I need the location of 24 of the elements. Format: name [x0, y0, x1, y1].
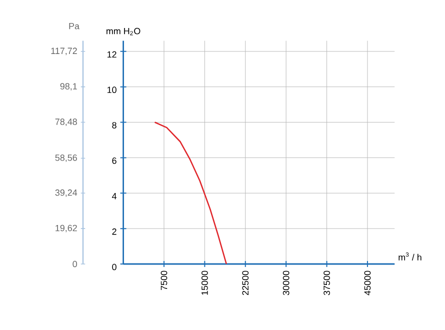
y-tick-label: 12 — [107, 51, 116, 58]
y-tick-label: 0 — [112, 264, 116, 270]
x-tick-label: 37500 — [324, 270, 330, 296]
y2-axis-title: Pa — [69, 22, 80, 30]
y-tick-label: 4 — [112, 193, 117, 200]
x-axis-title: m$^{3}$ / h — [398, 252, 422, 260]
y2-tick-label: 78,48 — [55, 118, 77, 126]
y-tick-label: 6 — [112, 158, 116, 164]
line-series — [154, 122, 228, 264]
y-axis-title: mm H$_{2}$O — [106, 28, 140, 36]
y-tick-label: 2 — [112, 228, 116, 235]
x-tick-label: 30000 — [282, 270, 290, 296]
y2-tick-label: 0 — [72, 260, 78, 268]
y-tick-label: 10 — [107, 86, 116, 94]
y2-tick-label: 19,62 — [56, 224, 77, 232]
y2-tick-label: 39,24 — [55, 189, 78, 197]
y2-tick-label: 117,72 — [51, 48, 77, 56]
x-tick-label: 45000 — [364, 270, 371, 296]
x-tick-label: 22500 — [242, 270, 249, 295]
x-tick-label: 7500 — [160, 270, 168, 290]
y-tick-label: 8 — [112, 122, 116, 128]
x-tick-label: 15000 — [202, 270, 208, 295]
y2-tick-label: 98,1 — [60, 83, 77, 91]
y2-tick-label: 58,56 — [55, 154, 77, 162]
